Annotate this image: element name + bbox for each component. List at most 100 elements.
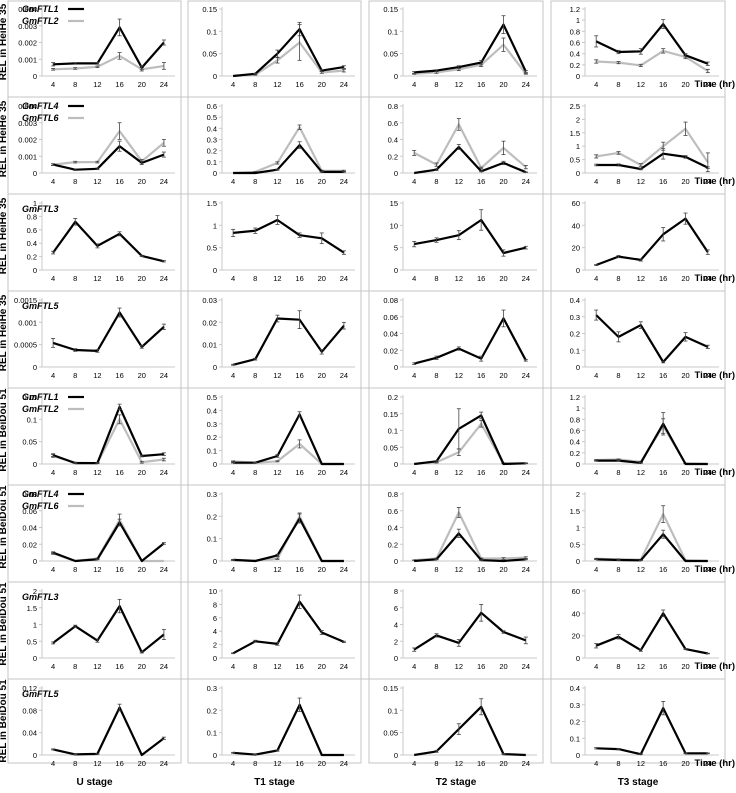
y-tick-label: 1 [576,524,580,533]
error-bar [683,332,688,342]
x-tick-label: 24 [340,759,348,768]
x-tick-label: 4 [412,759,416,768]
error-bar [253,639,258,643]
error-bar [161,151,166,158]
y-tick-label: 0 [394,557,398,566]
y-tick-label: 0.5 [27,637,37,646]
error-bar [705,68,710,74]
error-bar [616,459,621,462]
y-tick-label: 0.4 [207,124,217,133]
y-tick-label: 1.2 [570,5,580,14]
error-bar [683,648,688,651]
y-tick-label: 0.4 [570,438,580,447]
x-tick-label: 16 [115,80,123,89]
x-tick-label: 12 [637,565,645,574]
y-tick-label: 20 [572,244,580,253]
chart-panel: 0 0.1 0.2 0.3 0.4 4 8 12 16 20 24 [570,684,719,768]
y-tick-label: 0.8 [570,415,580,424]
error-bar [139,460,144,464]
series-line [52,311,165,352]
x-tick-label: 20 [138,177,146,186]
legend: GmFTL4 GmFTL6 [22,489,84,511]
error-bar [73,462,78,464]
y-tick-label: 10 [209,587,217,596]
y-tick-label: 8 [213,600,217,609]
x-tick-label: 16 [659,177,667,186]
error-bar [434,168,439,171]
error-bar [297,513,302,524]
error-bar [275,460,280,463]
x-tick-label: 20 [681,177,689,186]
error-bar [297,141,302,149]
time-axis-label: Time (hr) [695,661,735,672]
error-bar [297,439,302,449]
y-tick-label: 0 [213,460,217,469]
x-tick-label: 12 [93,759,101,768]
y-tick-label: 0.02 [383,346,398,355]
error-bar [139,254,144,258]
error-bar [501,15,506,34]
x-tick-label: 8 [253,662,257,671]
x-tick-label: 4 [412,371,416,380]
legend-label: GmFTL4 [22,489,59,499]
error-bar [95,243,100,249]
y-tick-label: 0.3 [207,684,217,693]
error-bar [705,249,710,255]
error-bar [616,49,621,55]
series-line [232,317,345,366]
series-line [52,604,165,654]
x-tick-label: 16 [115,468,123,477]
error-bar [616,559,621,561]
error-bar [275,557,280,560]
x-tick-label: 12 [637,759,645,768]
chart-panel: 0 0.001 0.002 0.003 0.004 4 8 12 16 20 24 [18,5,175,89]
series-line [233,126,344,175]
chart-panel: 0 0.5 1 1.5 4 8 12 16 20 24 [207,199,355,283]
stage-label: U stage [76,777,113,788]
x-tick-label: 12 [93,80,101,89]
x-tick-label: 4 [594,371,598,380]
x-tick-label: 4 [594,80,598,89]
error-bar [479,170,484,173]
y-tick-label: 0.002 [18,39,37,48]
x-tick-label: 8 [434,662,438,671]
x-tick-label: 16 [659,274,667,283]
y-tick-label: 0.15 [202,5,217,14]
error-bar [501,557,506,560]
time-axis-label: Time (hr) [695,273,735,284]
x-tick-label: 16 [295,759,303,768]
chart-panel: 0 0.05 0.1 0.15 0.2 4 8 12 16 20 24 [383,393,537,477]
row-label: REL in HeiHe 35 [0,3,9,80]
y-tick-label: 0 [33,557,37,566]
panel-frames [7,0,726,764]
y-tick-label: 0 [33,363,37,372]
error-bar [616,331,621,343]
x-tick-label: 16 [115,371,123,380]
y-tick-label: 2 [394,637,398,646]
x-tick-label: 20 [681,468,689,477]
x-tick-label: 24 [340,565,348,574]
series-line [233,413,344,466]
error-bar [479,411,484,420]
y-tick-label: 0.2 [570,718,580,727]
y-tick-label: 0 [394,169,398,178]
x-tick-label: 24 [160,468,168,477]
error-bar [412,149,417,156]
x-tick-label: 8 [616,662,620,671]
y-tick-label: 0.1 [27,415,37,424]
x-tick-label: 8 [616,80,620,89]
x-tick-label: 4 [51,177,55,186]
y-tick-label: 0 [576,363,580,372]
y-tick-label: 2 [576,115,580,124]
x-tick-label: 4 [412,662,416,671]
chart-panel: 0 0.05 0.1 0.15 4 8 12 16 20 24 [383,5,537,89]
chart-panel: 0 0.02 0.04 0.06 0.08 4 8 12 16 20 24 [383,296,537,380]
error-bar [594,459,599,462]
series-line [413,611,527,651]
y-tick-label: 40 [572,221,580,230]
y-tick-label: 0.05 [383,50,398,59]
error-bar [117,598,122,614]
x-tick-label: 20 [318,662,326,671]
